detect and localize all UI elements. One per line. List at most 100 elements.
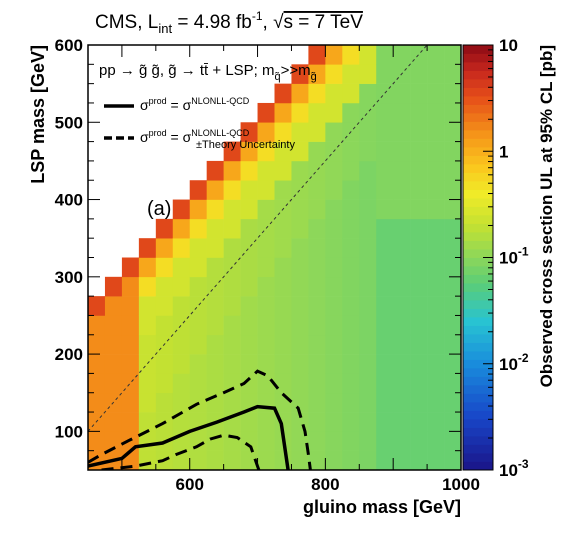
heatmap-cell xyxy=(325,180,343,200)
heatmap-cell xyxy=(410,450,428,470)
heatmap-cell xyxy=(410,218,428,239)
heatmap-cell xyxy=(427,450,445,470)
heatmap-cell xyxy=(155,276,174,297)
heatmap-cell xyxy=(444,373,461,394)
heatmap-cell xyxy=(444,450,461,470)
heatmap-cell xyxy=(444,412,461,432)
heatmap-cell xyxy=(393,431,411,451)
heatmap-cell xyxy=(121,334,140,355)
heatmap-cell xyxy=(444,141,461,162)
theory-plus-contour xyxy=(88,369,312,470)
heatmap-cell xyxy=(172,199,191,220)
x-tick-label: 1000 xyxy=(442,475,480,494)
heatmap-cell xyxy=(308,431,326,451)
heatmap-cell xyxy=(427,354,445,374)
observed-contour xyxy=(88,404,290,470)
heatmap-cell xyxy=(393,257,411,278)
heatmap-cell xyxy=(359,122,377,142)
heatmap-cell xyxy=(274,334,292,355)
heatmap-cell xyxy=(88,296,106,316)
theory-minus-contour xyxy=(101,433,261,470)
heatmap-cell xyxy=(427,218,445,239)
heatmap-cell xyxy=(223,334,241,355)
y-tick-label: 200 xyxy=(55,345,83,364)
heatmap-cell xyxy=(325,392,343,413)
heatmap-cell xyxy=(359,334,377,355)
heatmap-cell xyxy=(88,373,106,394)
heatmap-cell xyxy=(325,122,343,142)
heatmap-cell xyxy=(172,334,191,355)
heatmap-cell xyxy=(444,257,461,278)
heatmap-cell xyxy=(155,392,174,413)
heatmap-cell xyxy=(257,431,275,451)
heatmap-cell xyxy=(444,199,461,220)
heatmap-cell xyxy=(189,373,207,394)
heatmap-cell xyxy=(291,64,309,84)
heatmap-cell xyxy=(410,6,427,26)
heatmap-cell xyxy=(393,412,411,432)
heatmap-cell xyxy=(223,199,241,220)
heatmap-cell xyxy=(325,64,343,84)
heatmap-cell xyxy=(342,276,360,297)
heatmap-cell xyxy=(444,218,461,239)
heatmap-cell xyxy=(257,315,275,336)
heatmap-cell xyxy=(308,160,326,181)
heatmap-cell xyxy=(189,354,207,374)
heatmap-cell xyxy=(393,392,411,413)
heatmap-cell xyxy=(427,412,445,432)
legend-entry-theory-sub: ±Theory Uncertainty xyxy=(196,139,295,151)
heatmap-cell xyxy=(240,276,258,297)
heatmap-cell xyxy=(393,0,410,7)
heatmap-cell xyxy=(291,334,309,355)
heatmap-cell xyxy=(393,83,411,104)
heatmap-cell xyxy=(359,412,377,432)
heatmap-cell xyxy=(189,199,207,220)
heatmap-cell xyxy=(427,334,445,355)
heatmap-cell xyxy=(427,45,445,46)
heatmap-cell xyxy=(410,276,428,297)
heatmap-cell xyxy=(121,315,140,336)
heatmap-cell xyxy=(359,102,377,123)
heatmap-cell xyxy=(274,122,292,142)
heatmap-cell xyxy=(121,373,140,394)
heatmap-cell xyxy=(240,431,258,451)
heatmap-cell xyxy=(410,102,428,123)
chart-title: CMS, Lint = 4.98 fb-1, √s = 7 TeV xyxy=(95,9,363,36)
heatmap-cell xyxy=(325,373,343,394)
heatmap-cell xyxy=(206,296,224,316)
heatmap-cell xyxy=(325,102,343,123)
heatmap-cell xyxy=(342,102,360,123)
heatmap-cell xyxy=(410,412,428,432)
heatmap-cell xyxy=(410,315,428,336)
heatmap-cell xyxy=(206,431,224,451)
heatmap-cell xyxy=(291,122,309,142)
heatmap-cell xyxy=(427,199,445,220)
heatmap-cell xyxy=(359,276,377,297)
heatmap-cell xyxy=(223,315,241,336)
heatmap-cell xyxy=(172,392,191,413)
heatmap-cell xyxy=(223,431,241,451)
heatmap-cell xyxy=(325,199,343,220)
heatmap-cell xyxy=(155,257,174,278)
heatmap-cell xyxy=(172,218,191,239)
heatmap-cell xyxy=(308,450,326,470)
heatmap-cell xyxy=(410,180,428,200)
heatmap-cell xyxy=(189,296,207,316)
heatmap-cell xyxy=(342,373,360,394)
color-scale-ticks: 10 1 10-1 10-2 10-3 xyxy=(483,36,529,480)
heatmap-cell xyxy=(257,122,275,142)
heatmap-cell xyxy=(308,199,326,220)
heatmap-cell xyxy=(257,141,275,162)
heatmap-cell xyxy=(291,83,309,104)
heatmap-cell xyxy=(308,276,326,297)
heatmap-cell xyxy=(376,141,394,162)
heatmap-cell xyxy=(257,296,275,316)
heatmap-cell xyxy=(444,45,461,46)
heatmap-cell xyxy=(427,102,445,123)
heatmap-cell xyxy=(342,141,360,162)
heatmap-cell xyxy=(291,392,309,413)
heatmap-cell xyxy=(88,315,106,336)
heatmap-cell xyxy=(376,102,394,123)
heatmap-cell xyxy=(291,373,309,394)
heatmap-cell xyxy=(393,122,411,142)
